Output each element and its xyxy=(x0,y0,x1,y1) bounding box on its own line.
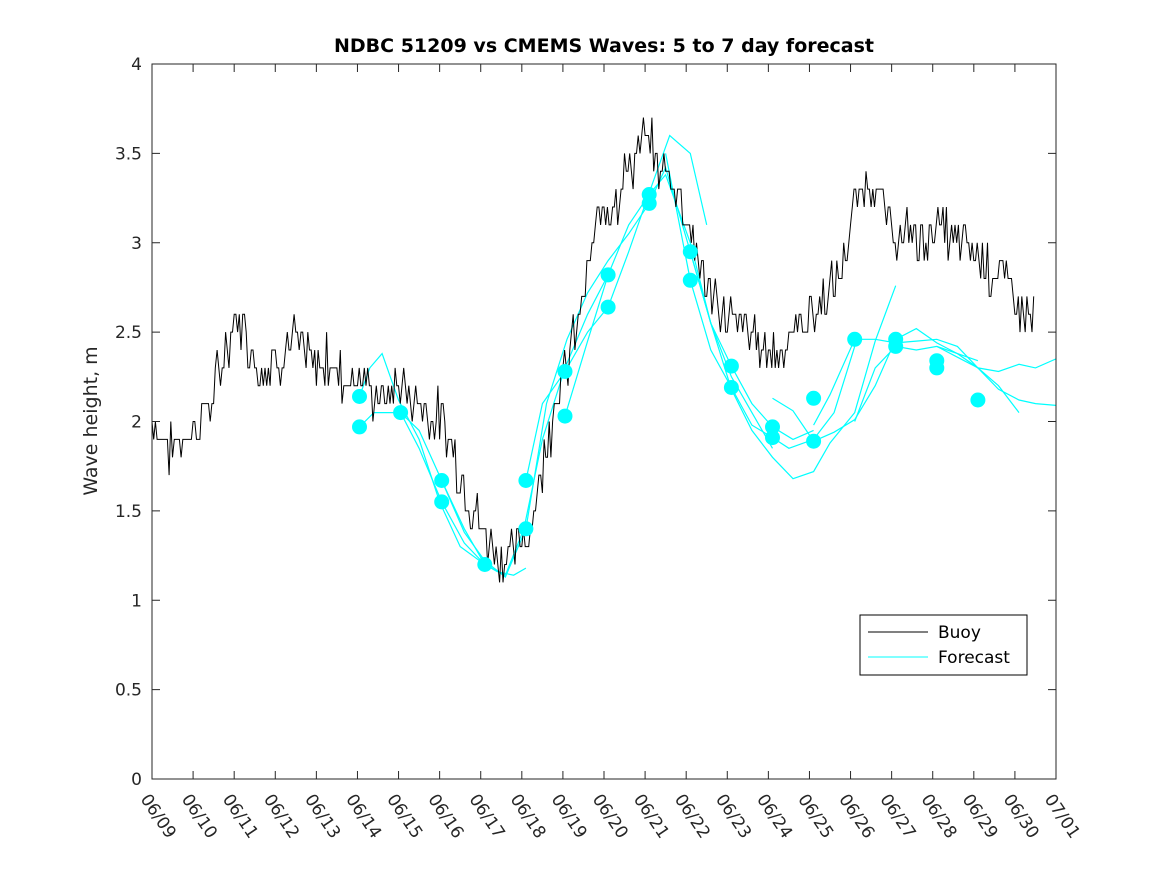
x-tick-label: 06/23 xyxy=(711,791,755,843)
forecast-marker xyxy=(723,380,739,395)
x-tick-label: 06/11 xyxy=(218,791,262,843)
forecast-marker xyxy=(557,408,573,424)
forecast-marker xyxy=(847,331,863,347)
x-tick-label: 06/10 xyxy=(177,791,221,843)
forecast-marker xyxy=(434,494,450,510)
legend-label-buoy: Buoy xyxy=(938,623,981,643)
forecast-marker xyxy=(477,557,493,572)
forecast-line-4 xyxy=(525,134,708,481)
y-axis-label: Wave height, m xyxy=(80,346,102,495)
x-tick-label: 06/12 xyxy=(259,791,303,843)
forecast-marker xyxy=(806,433,822,449)
forecast-marker xyxy=(970,392,986,408)
forecast-marker xyxy=(929,360,945,376)
legend-box xyxy=(859,614,1028,676)
forecast-marker xyxy=(352,419,367,435)
y-tick-label: 2 xyxy=(131,413,142,433)
plot-area xyxy=(152,117,1056,583)
x-tick-label: 07/01 xyxy=(1040,791,1084,843)
forecast-marker xyxy=(600,299,616,315)
x-tick-label: 06/28 xyxy=(917,791,961,843)
y-tick-label: 0.5 xyxy=(115,681,142,701)
chart-title: NDBC 51209 vs CMEMS Waves: 5 to 7 day fo… xyxy=(334,35,874,57)
x-tick-label: 06/20 xyxy=(588,791,632,843)
x-tick-label: 06/18 xyxy=(506,791,550,843)
forecast-line-3 xyxy=(441,203,650,578)
y-tick-label: 3 xyxy=(131,234,142,254)
x-tick-label: 06/16 xyxy=(423,791,467,843)
forecast-marker xyxy=(765,430,780,446)
x-tick-label: 06/17 xyxy=(465,791,509,843)
forecast-marker xyxy=(682,244,698,260)
y-tick-label: 1.5 xyxy=(115,502,142,522)
forecast-line-10 xyxy=(813,338,1056,426)
forecast-marker xyxy=(518,521,534,537)
forecast-marker xyxy=(641,195,657,211)
x-tick-label: 06/27 xyxy=(875,791,919,843)
forecast-marker xyxy=(393,405,409,421)
axes: 00.511.522.533.5406/0906/1006/1106/1206/… xyxy=(115,55,1084,842)
x-tick-label: 06/19 xyxy=(547,791,591,843)
forecast-line-11 xyxy=(854,345,1056,422)
forecast-marker xyxy=(352,389,367,404)
forecast-marker xyxy=(806,390,822,406)
forecast-line-7 xyxy=(665,153,856,449)
forecast-marker xyxy=(682,272,698,288)
forecast-line-1 xyxy=(359,412,527,576)
x-tick-label: 06/26 xyxy=(834,791,878,843)
y-tick-label: 2.5 xyxy=(115,323,142,343)
legend-label-forecast: Forecast xyxy=(938,648,1010,668)
forecast-line-8 xyxy=(689,251,897,480)
y-tick-label: 4 xyxy=(131,55,142,75)
forecast-marker xyxy=(434,473,450,488)
x-tick-label: 06/13 xyxy=(300,791,344,843)
forecast-line-12 xyxy=(936,345,1020,413)
legend: Buoy Forecast xyxy=(859,614,1028,676)
forecast-marker xyxy=(557,364,573,379)
y-tick-label: 1 xyxy=(131,591,142,611)
forecast-line-9 xyxy=(772,327,979,442)
x-tick-label: 06/21 xyxy=(629,791,673,843)
forecast-marker xyxy=(518,473,534,488)
forecast-marker xyxy=(600,267,616,283)
x-tick-label: 06/14 xyxy=(341,791,385,843)
forecast-marker xyxy=(888,338,904,354)
y-tick-label: 0 xyxy=(131,770,142,790)
x-tick-label: 06/09 xyxy=(136,791,180,843)
x-tick-label: 06/29 xyxy=(958,791,1002,843)
x-tick-label: 06/25 xyxy=(793,791,837,843)
x-tick-label: 06/24 xyxy=(752,791,796,843)
x-tick-label: 06/15 xyxy=(382,791,426,843)
forecast-marker xyxy=(723,358,739,374)
x-tick-label: 06/22 xyxy=(670,791,714,843)
forecast-line-2 xyxy=(400,274,609,577)
x-tick-label: 06/30 xyxy=(999,791,1043,843)
plot-inner xyxy=(152,117,1056,583)
y-tick-label: 3.5 xyxy=(115,144,142,164)
buoy-line xyxy=(152,117,1035,583)
